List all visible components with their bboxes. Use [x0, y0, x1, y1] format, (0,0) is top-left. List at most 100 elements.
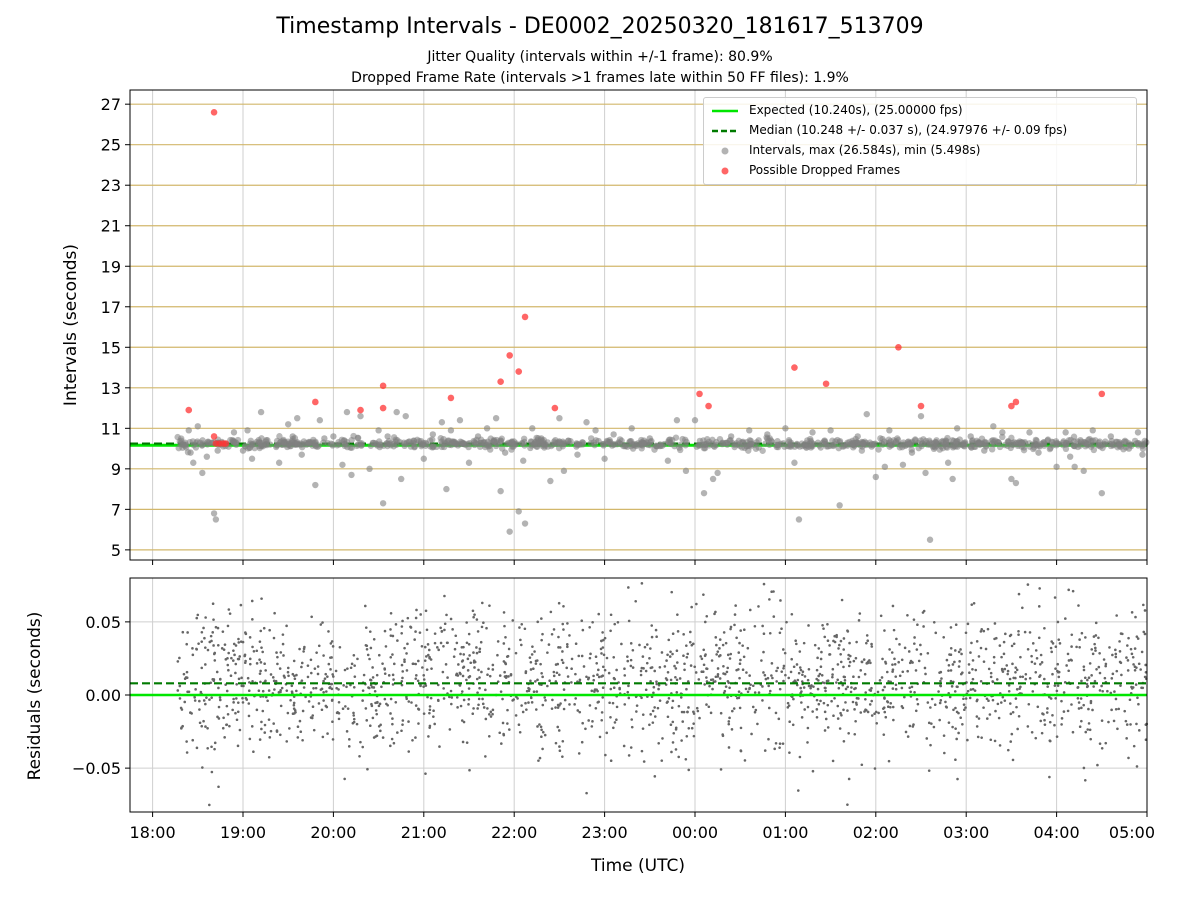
residual-point: [737, 651, 741, 654]
residual-point: [667, 696, 671, 700]
residual-point: [782, 679, 785, 683]
residual-point: [676, 613, 679, 616]
residual-point: [707, 705, 711, 709]
residual-point: [738, 676, 741, 680]
residual-point: [369, 678, 373, 682]
residual-point: [975, 640, 979, 643]
interval-point: [212, 516, 220, 523]
residual-point: [966, 622, 970, 626]
residual-point: [612, 676, 616, 680]
residual-point: [1126, 644, 1129, 647]
residual-point: [301, 709, 305, 713]
residual-point: [962, 708, 966, 712]
residual-point: [738, 662, 742, 666]
residual-point: [799, 668, 803, 672]
residual-point: [944, 700, 947, 704]
residual-point: [722, 665, 725, 668]
residual-point: [488, 604, 491, 607]
interval-point: [573, 440, 580, 447]
residual-point: [645, 643, 649, 646]
residual-point: [903, 695, 906, 699]
residual-point: [671, 652, 674, 656]
residual-point: [548, 679, 551, 683]
residual-point: [1019, 655, 1022, 659]
residual-point: [727, 746, 731, 749]
residual-point: [692, 710, 695, 714]
residual-point: [836, 717, 840, 720]
residual-point: [985, 697, 989, 701]
residual-point: [859, 669, 863, 672]
residual-point: [721, 733, 725, 736]
residual-point: [541, 730, 545, 734]
residual-point: [726, 653, 730, 657]
residual-point: [202, 699, 206, 702]
residual-point: [503, 675, 507, 678]
residual-point: [503, 624, 506, 628]
residual-point: [819, 657, 823, 661]
residual-point: [371, 676, 375, 679]
residual-point: [519, 638, 522, 642]
residual-point: [823, 635, 827, 639]
residual-point: [467, 642, 471, 646]
residual-point: [1087, 722, 1091, 725]
residual-point: [1125, 737, 1128, 740]
residual-point: [491, 668, 495, 671]
residual-point: [771, 676, 774, 680]
residual-point: [778, 746, 781, 749]
dropped-frame-point: [551, 404, 559, 412]
residual-point: [702, 663, 706, 667]
interval-point: [330, 433, 337, 440]
residual-point: [377, 704, 381, 708]
residual-point: [210, 696, 213, 699]
interval-point: [440, 435, 447, 443]
residual-point: [877, 711, 880, 715]
residual-point: [626, 659, 630, 663]
residual-point: [742, 655, 746, 659]
residual-point: [204, 616, 207, 619]
residual-point: [1118, 640, 1121, 643]
residual-point: [460, 646, 464, 649]
interval-point: [339, 461, 346, 468]
residual-point: [329, 682, 333, 686]
residual-point: [458, 684, 462, 687]
residual-point: [321, 621, 324, 624]
interval-point: [1026, 443, 1034, 450]
residual-point: [875, 722, 879, 725]
residual-point: [855, 696, 859, 700]
residual-point: [237, 677, 241, 681]
residual-point: [828, 653, 832, 656]
residual-point: [1005, 664, 1009, 667]
residual-point: [506, 708, 509, 712]
residual-point: [479, 640, 483, 644]
interval-point: [748, 440, 755, 448]
residual-point: [468, 675, 472, 678]
residual-point: [1017, 592, 1021, 596]
residual-point: [950, 685, 954, 688]
residual-point: [670, 590, 674, 594]
interval-point: [335, 441, 343, 448]
residual-point: [1015, 668, 1019, 672]
residual-point: [627, 696, 631, 700]
residual-point: [577, 654, 581, 658]
interval-point: [917, 412, 925, 420]
interval-point: [1087, 443, 1095, 450]
residual-point: [1136, 696, 1139, 700]
residual-point: [672, 731, 676, 735]
residual-point: [1010, 732, 1014, 736]
residual-point: [996, 702, 1000, 706]
residual-point: [1024, 672, 1028, 676]
residual-point: [612, 655, 616, 659]
residual-point: [432, 709, 435, 713]
residual-point: [798, 755, 802, 759]
residual-point: [467, 697, 471, 701]
interval-point: [567, 438, 574, 445]
residual-point: [847, 731, 850, 735]
residual-point: [1056, 620, 1060, 624]
residual-point: [615, 668, 618, 672]
top-y-tick-label: 15: [101, 338, 121, 357]
residual-point: [310, 671, 313, 675]
residual-point: [921, 611, 925, 614]
residual-point: [576, 709, 580, 712]
residual-point: [724, 685, 728, 688]
residual-point: [729, 627, 732, 631]
